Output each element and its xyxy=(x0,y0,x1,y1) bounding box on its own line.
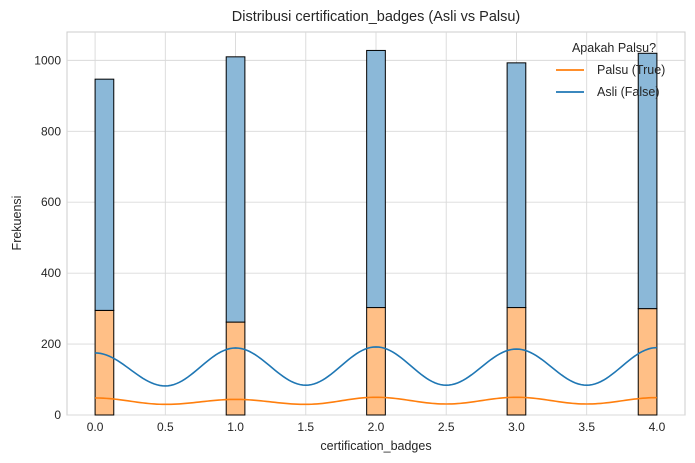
chart-title: Distribusi certification_badges (Asli vs… xyxy=(232,9,521,25)
x-tick-label: 1.5 xyxy=(297,420,314,434)
legend: Apakah Palsu? Palsu (True) Asli (False) xyxy=(556,41,665,99)
y-tick-label: 1000 xyxy=(34,53,61,67)
y-tick-label: 0 xyxy=(54,408,61,422)
bar-asli xyxy=(366,49,386,309)
x-axis-title: certification_badges xyxy=(320,439,431,453)
legend-label-palsu: Palsu (True) xyxy=(597,63,665,77)
x-tick-label: 2.5 xyxy=(438,420,455,434)
kde-line-asli xyxy=(95,346,657,387)
legend-label-asli: Asli (False) xyxy=(597,85,660,99)
x-tick-label: 3.0 xyxy=(508,420,525,434)
kde-line-palsu xyxy=(95,396,657,406)
bar-palsu xyxy=(366,307,386,416)
bars xyxy=(94,49,658,416)
bar-palsu xyxy=(506,307,527,416)
y-axis-title: Frekuensi xyxy=(10,196,24,251)
y-tick-label: 800 xyxy=(41,124,61,138)
x-tick-label: 0.0 xyxy=(87,420,104,434)
x-tick-label: 4.0 xyxy=(649,420,666,434)
x-tick-label: 1.0 xyxy=(227,420,244,434)
y-tick-labels: 0 200 400 600 800 1000 xyxy=(34,53,61,422)
kde-lines xyxy=(95,346,657,406)
bar-asli xyxy=(225,56,246,323)
x-tick-label: 0.5 xyxy=(157,420,174,434)
bar-asli xyxy=(506,62,527,309)
y-tick-label: 200 xyxy=(41,337,61,351)
y-tick-label: 600 xyxy=(41,195,61,209)
y-tick-label: 400 xyxy=(41,266,61,280)
x-tick-labels: 0.0 0.5 1.0 1.5 2.0 2.5 3.0 3.5 4.0 xyxy=(87,420,666,434)
x-tick-label: 2.0 xyxy=(368,420,385,434)
bar-asli xyxy=(637,52,658,310)
bar-palsu xyxy=(225,321,246,416)
x-tick-label: 3.5 xyxy=(578,420,595,434)
legend-title: Apakah Palsu? xyxy=(572,41,656,55)
bar-asli xyxy=(94,78,115,311)
